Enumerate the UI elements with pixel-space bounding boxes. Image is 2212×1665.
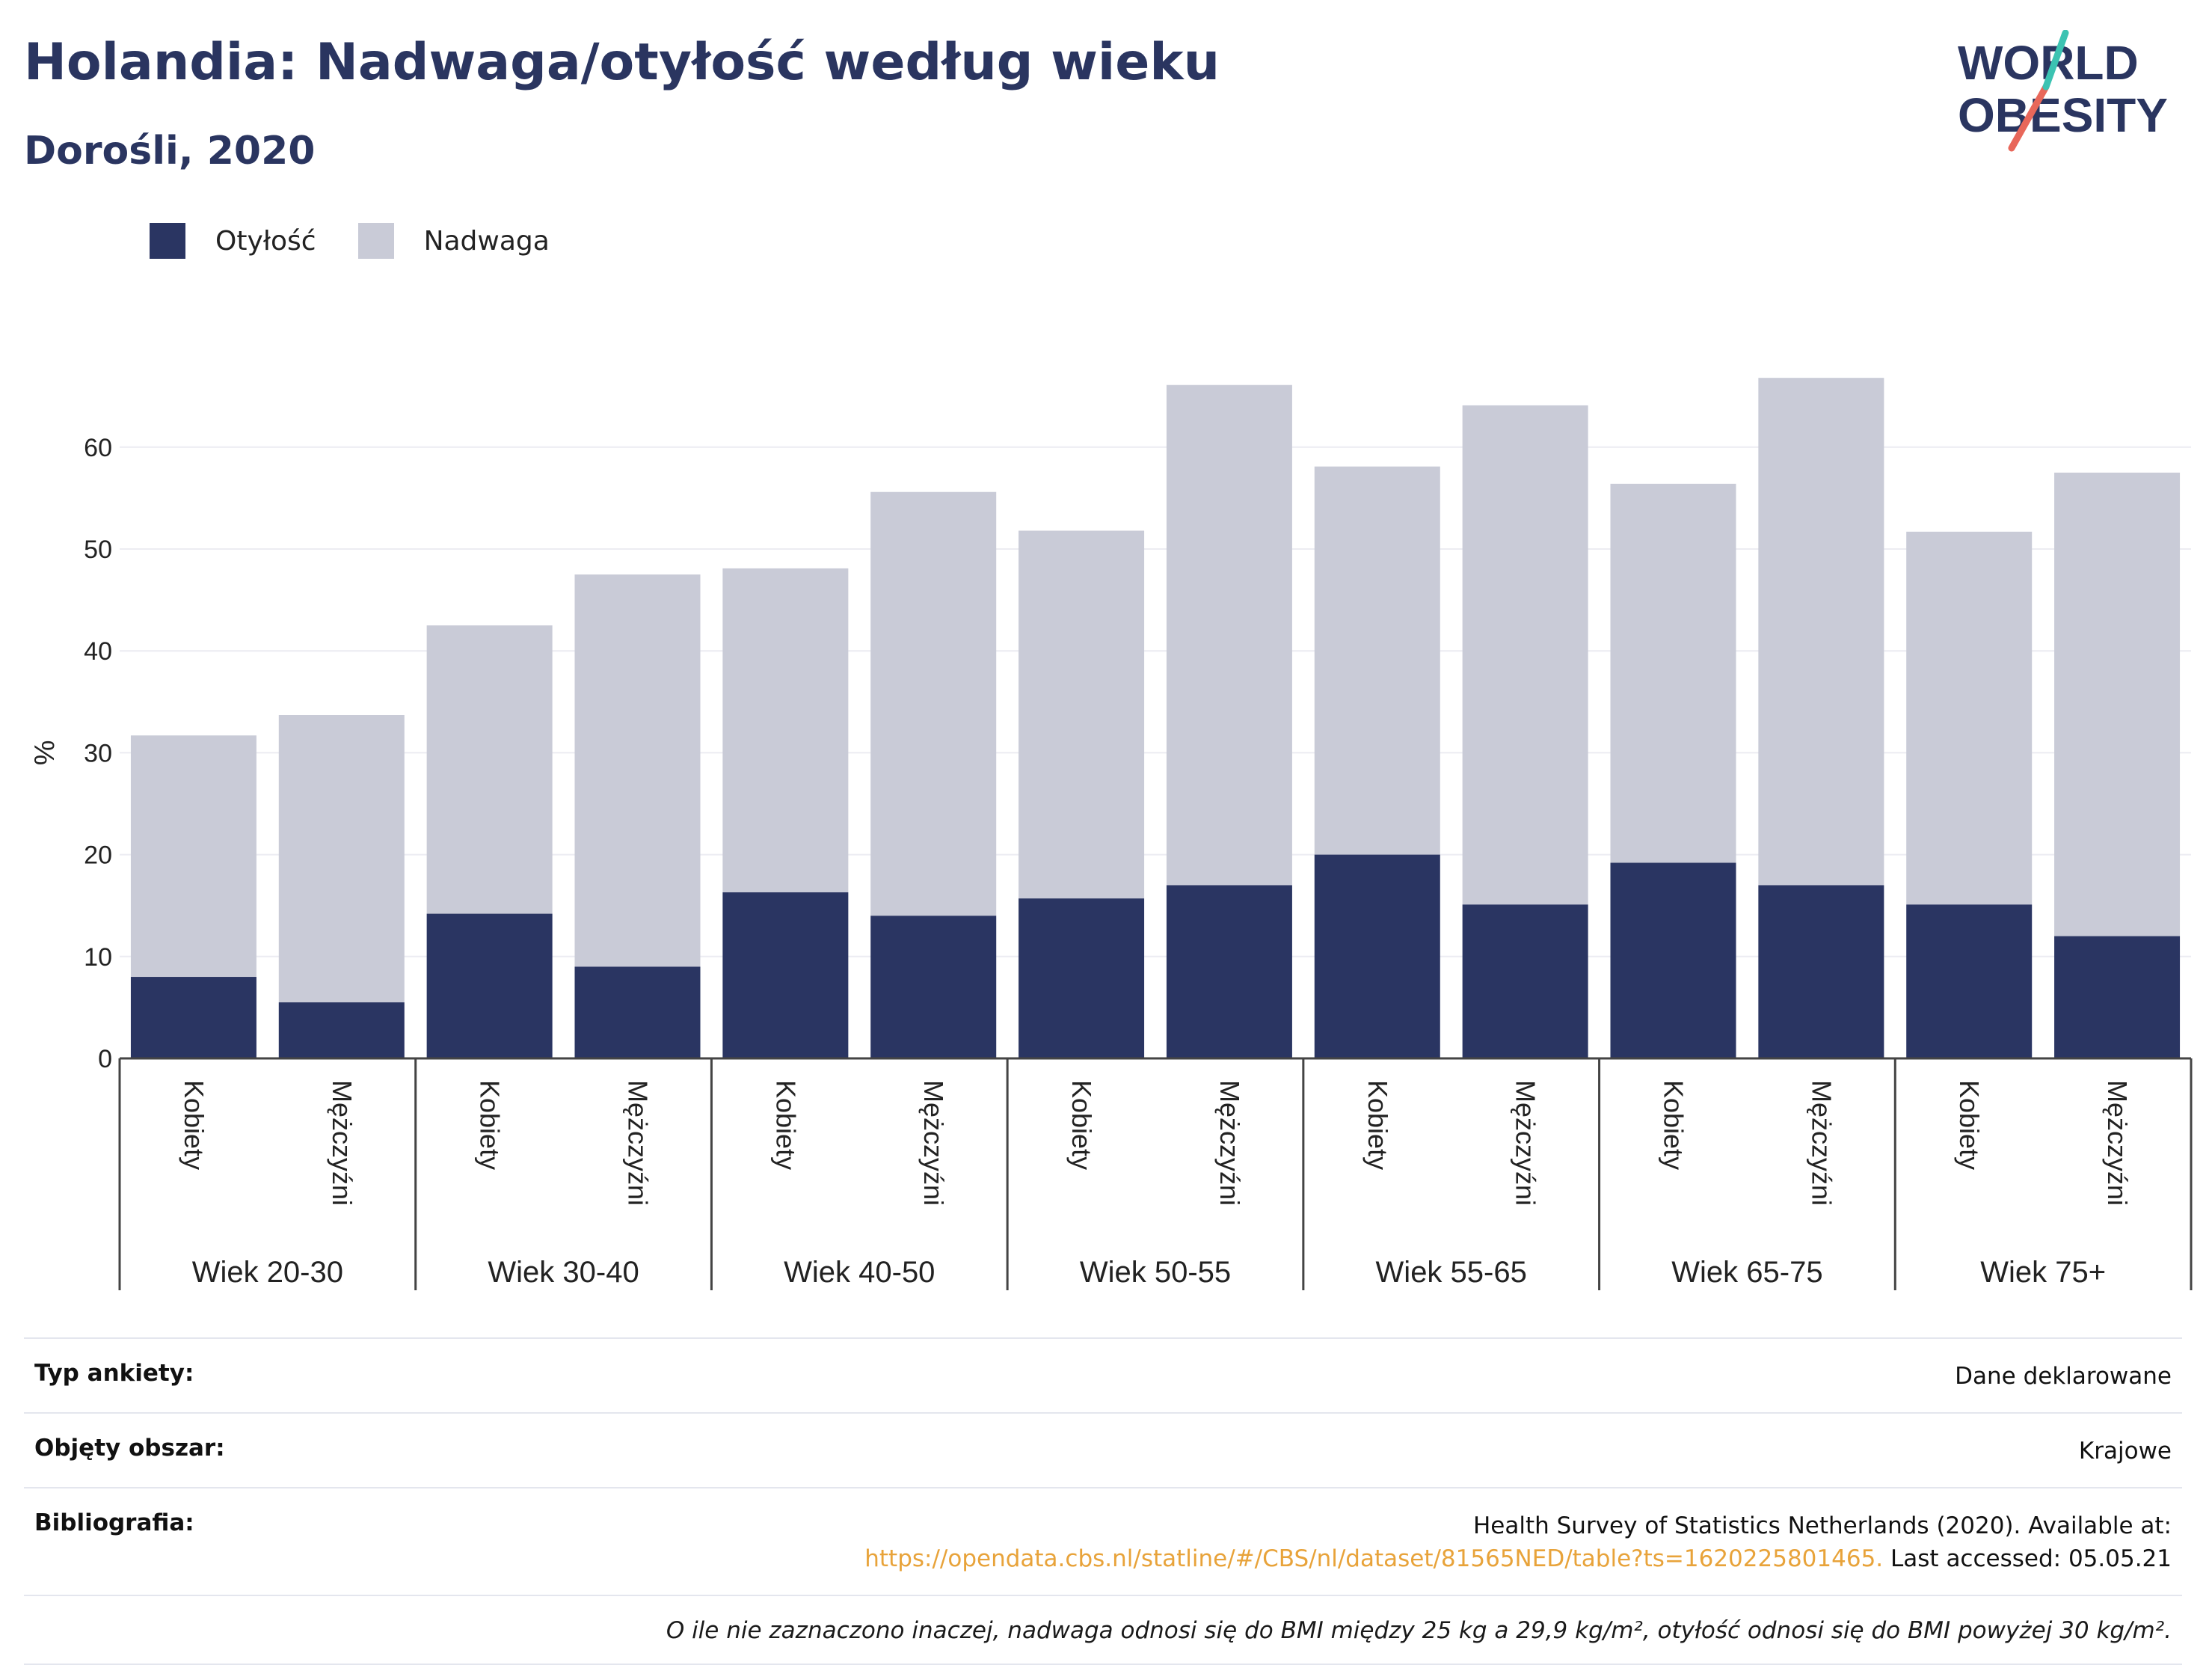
- bar-overweight: [1314, 466, 1440, 855]
- x-subcategory-label: Kobiety: [1362, 1080, 1393, 1170]
- chart-title: Holandia: Nadwaga/otyłość według wieku: [24, 33, 1220, 92]
- bibliography-link[interactable]: https://opendata.cbs.nl/statline/#/CBS/n…: [864, 1545, 1884, 1572]
- bar-overweight: [1610, 483, 1736, 863]
- x-group-label: Wiek 65-75: [1671, 1256, 1822, 1289]
- legend-label-obesity: Otyłość: [215, 225, 316, 257]
- footer-table: Typ ankiety: Dane deklarowane Objęty obs…: [24, 1337, 2182, 1665]
- bar-overweight: [1166, 384, 1292, 886]
- bar-obesity: [1019, 898, 1145, 1058]
- x-subcategory-label: Kobiety: [179, 1080, 209, 1170]
- y-tick-label: 40: [84, 637, 112, 666]
- y-tick-label: 50: [84, 536, 112, 564]
- bar-obesity: [1462, 904, 1588, 1058]
- bar-overweight: [1906, 531, 2033, 905]
- bar-obesity: [1610, 862, 1736, 1058]
- x-subcategory-label: Mężczyźni: [918, 1080, 949, 1206]
- bar-overweight: [278, 715, 405, 1003]
- bar-obesity: [2054, 936, 2181, 1058]
- bar-overweight: [2054, 472, 2181, 936]
- bar-obesity: [574, 966, 701, 1058]
- x-group-label: Wiek 30-40: [488, 1256, 639, 1289]
- x-group-label: Wiek 75+: [1980, 1256, 2106, 1289]
- bibliography-accessed: Last accessed: 05.05.21: [1883, 1545, 2172, 1572]
- bar-obesity: [1758, 885, 1884, 1058]
- bar-overweight: [1019, 530, 1145, 899]
- x-subcategory-label: Mężczyźni: [1214, 1080, 1245, 1206]
- x-subcategory-label: Mężczyźni: [327, 1080, 357, 1206]
- y-tick-label: 0: [98, 1045, 112, 1073]
- x-subcategory-label: Mężczyźni: [1511, 1080, 1541, 1206]
- chart-subtitle: Dorośli, 2020: [24, 129, 316, 174]
- survey-type-label: Typ ankiety:: [34, 1360, 194, 1387]
- x-subcategory-label: Kobiety: [1954, 1080, 1985, 1170]
- y-tick-label: 10: [84, 943, 112, 972]
- bar-obesity: [722, 892, 849, 1058]
- footer-row-survey: Typ ankiety: Dane deklarowane: [24, 1337, 2182, 1412]
- x-group-label: Wiek 20-30: [192, 1256, 343, 1289]
- bar-overweight: [1758, 378, 1884, 886]
- world-obesity-logo: WORLD OBESITY: [1958, 30, 2168, 152]
- bar-obesity: [1314, 854, 1440, 1058]
- x-subcategory-label: Mężczyźni: [1806, 1080, 1837, 1206]
- y-tick-label: 60: [84, 434, 112, 462]
- bar-overweight: [574, 574, 701, 967]
- definition-note: O ile nie zaznaczono inaczej, nadwaga od…: [666, 1617, 2172, 1644]
- y-tick-label: 30: [84, 739, 112, 767]
- bibliography-label: Bibliografia:: [34, 1509, 194, 1536]
- bar-obesity: [1166, 885, 1292, 1058]
- bar-obesity: [130, 977, 256, 1058]
- legend-item-overweight: Nadwaga: [357, 223, 550, 259]
- x-subcategory-label: Kobiety: [770, 1080, 801, 1170]
- x-group-label: Wiek 55-65: [1376, 1256, 1527, 1289]
- bar-overweight: [426, 625, 553, 914]
- legend-swatch-obesity: [150, 223, 185, 259]
- footer-row-area: Objęty obszar: Krajowe: [24, 1412, 2182, 1487]
- x-subcategory-label: Mężczyźni: [623, 1080, 654, 1206]
- bar-overweight: [130, 735, 256, 978]
- area-label: Objęty obszar:: [34, 1435, 225, 1462]
- x-subcategory-label: Mężczyźni: [2102, 1080, 2133, 1206]
- footer-row-bibliography: Bibliografia: Health Survey of Statistic…: [24, 1487, 2182, 1595]
- legend-item-obesity: Otyłość: [150, 223, 316, 259]
- bar-obesity: [1906, 904, 2033, 1058]
- bar-overweight: [722, 568, 849, 892]
- bar-overweight: [1462, 405, 1588, 905]
- y-axis-label: %: [29, 740, 61, 766]
- survey-type-value: Dane deklarowane: [1955, 1363, 2172, 1390]
- bar-overweight: [870, 491, 997, 916]
- legend-label-overweight: Nadwaga: [423, 225, 550, 257]
- x-group-label: Wiek 50-55: [1080, 1256, 1231, 1289]
- bar-obesity: [870, 916, 997, 1058]
- area-value: Krajowe: [2078, 1438, 2172, 1465]
- x-group-label: Wiek 40-50: [784, 1256, 935, 1289]
- bibliography-text: Health Survey of Statistics Netherlands …: [1472, 1512, 2172, 1539]
- bar-obesity: [426, 913, 553, 1058]
- footer-row-note: O ile nie zaznaczono inaczej, nadwaga od…: [24, 1595, 2182, 1665]
- x-subcategory-label: Kobiety: [1066, 1080, 1097, 1170]
- bar-obesity: [278, 1002, 405, 1058]
- chart-legend: Otyłość Nadwaga: [150, 223, 592, 259]
- logo-line2: OBESITY: [1958, 88, 2168, 142]
- bibliography-value: Health Survey of Statistics Netherlands …: [864, 1509, 2172, 1575]
- x-subcategory-label: Kobiety: [475, 1080, 506, 1170]
- x-subcategory-label: Kobiety: [1659, 1080, 1689, 1170]
- bar-chart: 0 10 20 30 40 50 60% Kobiety Mężczyźni Kobiety Męż…: [29, 378, 2193, 1290]
- legend-swatch-overweight: [357, 223, 394, 259]
- y-tick-label: 20: [84, 841, 112, 870]
